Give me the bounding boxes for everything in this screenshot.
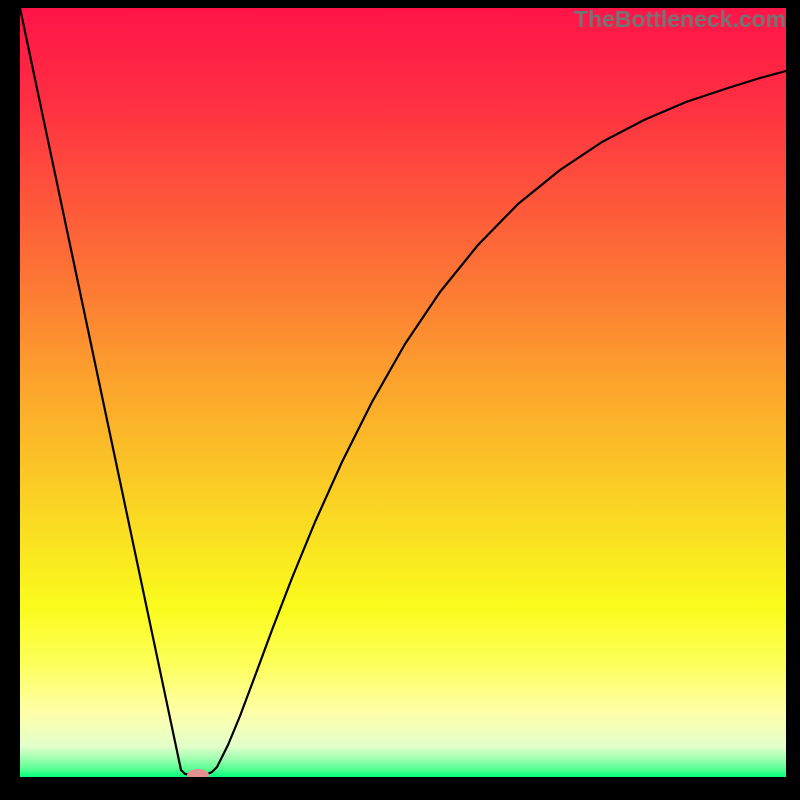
chart-container: TheBottleneck.com [0,0,800,800]
bottleneck-chart [0,0,800,800]
gradient-background [20,8,786,777]
